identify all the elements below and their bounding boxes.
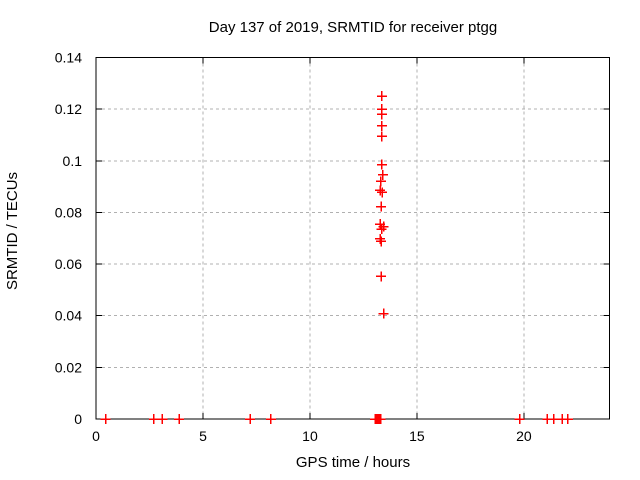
y-tick-label: 0.14 [55, 50, 82, 66]
plot-border [95, 57, 610, 420]
data-point-marker [377, 187, 388, 198]
data-point-marker [157, 414, 168, 424]
data-point-marker [375, 414, 386, 424]
y-tick-label: 0.02 [55, 359, 82, 375]
data-point-marker [375, 176, 386, 187]
y-tick-label: 0.1 [63, 153, 83, 169]
data-point-marker [548, 414, 559, 424]
data-point-marker [376, 224, 387, 235]
data-point-marker [376, 201, 387, 212]
data-point-marker [265, 414, 276, 424]
x-tick-label: 10 [302, 428, 318, 444]
data-point-marker [375, 185, 386, 196]
data-point-marker [148, 414, 159, 424]
x-axis-title: GPS time / hours [295, 454, 411, 471]
data-point-marker [376, 236, 387, 247]
x-tick-label: 0 [92, 428, 100, 444]
y-tick-label: 0.06 [55, 256, 82, 272]
data-point-marker [377, 169, 388, 180]
y-tick-label: 0.04 [55, 308, 82, 324]
x-tick-label: 5 [199, 428, 207, 444]
data-point-marker [562, 414, 573, 424]
data-point-marker [376, 91, 387, 102]
x-tick-label: 20 [516, 428, 532, 444]
data-point-marker [376, 109, 387, 120]
data-point-marker [376, 131, 387, 142]
y-tick-label: 0.08 [55, 204, 82, 220]
data-point-marker [376, 159, 387, 170]
data-point-marker [245, 414, 256, 424]
data-point-marker [378, 221, 389, 232]
y-tick-label: 0 [74, 411, 82, 427]
data-point-marker [174, 414, 185, 424]
data-point-marker [514, 414, 525, 424]
data-point-marker [376, 120, 387, 131]
y-tick-label: 0.12 [55, 101, 82, 117]
chart-title: Day 137 of 2019, SRMTID for receiver ptg… [208, 19, 498, 36]
x-tick-label: 15 [409, 428, 425, 444]
data-point-marker [375, 233, 386, 244]
data-point-marker [376, 271, 387, 282]
data-point-marker [378, 308, 389, 319]
data-point-marker [100, 414, 111, 424]
